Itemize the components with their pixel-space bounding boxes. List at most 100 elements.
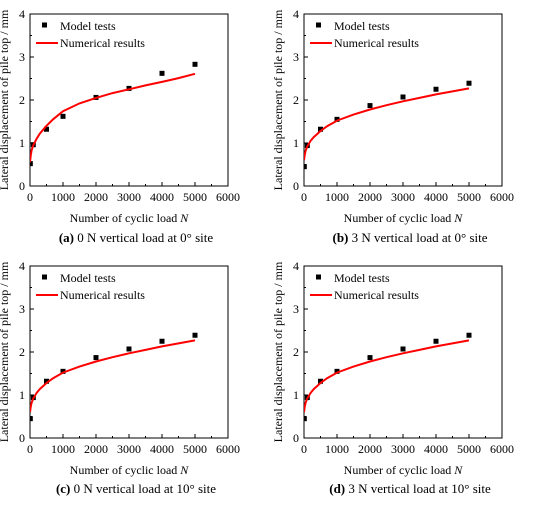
x-tick-label: 0 xyxy=(301,190,307,204)
model-test-point xyxy=(192,332,198,338)
y-tick-label: 0 xyxy=(19,431,25,445)
y-tick-label: 3 xyxy=(19,302,25,316)
model-test-point xyxy=(304,416,307,422)
y-tick-label: 0 xyxy=(19,179,25,193)
y-tick-label: 3 xyxy=(293,50,299,64)
y-tick-label: 4 xyxy=(19,259,25,273)
y-tick-label: 2 xyxy=(19,93,25,107)
model-test-point xyxy=(192,61,198,67)
x-axis-label-variable: N xyxy=(179,463,189,477)
x-axis-label-variable: N xyxy=(179,211,189,225)
chart-panel-2: 0 1000 2000 3000 4000 5000 6000 0 1 2 3 4 Number of … xyxy=(271,7,514,245)
x-tick-label: 4000 xyxy=(150,442,174,456)
panel-caption-letter: (b) xyxy=(332,230,348,245)
model-test-point xyxy=(93,355,99,361)
model-test-point xyxy=(159,338,165,344)
model-test-point xyxy=(304,164,307,170)
x-tick-label: 6000 xyxy=(490,190,514,204)
model-test-point xyxy=(334,116,340,122)
y-tick-label: 3 xyxy=(19,50,25,64)
panel-caption-text: 3 N vertical load at 0° site xyxy=(348,230,487,245)
y-tick-label: 4 xyxy=(19,7,25,21)
numerical-results-line xyxy=(304,339,470,413)
x-axis-label: Number of cyclic load N xyxy=(70,463,190,477)
legend-marker-model-tests xyxy=(316,22,321,28)
panel-caption: (a) 0 N vertical load at 0° site xyxy=(59,230,214,245)
y-tick-label: 4 xyxy=(293,259,299,273)
model-test-point xyxy=(30,416,33,422)
model-test-point xyxy=(466,80,472,86)
y-axis-label: Lateral displacement of pile top / mm xyxy=(271,9,285,190)
model-test-point xyxy=(367,355,373,361)
x-tick-label: 4000 xyxy=(424,190,448,204)
x-tick-label: 0 xyxy=(27,190,33,204)
model-test-point xyxy=(60,368,66,374)
panel-caption: (d) 3 N vertical load at 10° site xyxy=(329,481,491,496)
legend-marker-model-tests xyxy=(42,22,47,28)
chart-panel-4: 0 1000 2000 3000 4000 5000 6000 0 1 2 3 4 Number of … xyxy=(271,259,514,496)
legend-marker-model-tests xyxy=(42,274,47,280)
panel-caption: (b) 3 N vertical load at 0° site xyxy=(332,230,487,245)
x-axis-label-text: Number of cyclic load xyxy=(70,463,181,477)
model-test-point xyxy=(44,126,49,132)
y-tick-label: 3 xyxy=(293,302,299,316)
x-axis-label-variable: N xyxy=(453,211,463,225)
x-axis-label-text: Number of cyclic load xyxy=(70,211,181,225)
y-tick-label: 1 xyxy=(19,136,25,150)
plot-area xyxy=(30,332,198,422)
model-test-point xyxy=(159,70,165,76)
model-test-point xyxy=(400,94,406,100)
x-tick-label: 0 xyxy=(27,442,33,456)
model-test-point xyxy=(466,332,472,338)
legend-label-model-tests: Model tests xyxy=(334,271,390,285)
x-tick-label: 3000 xyxy=(117,190,141,204)
panel-caption-letter: (c) xyxy=(56,481,70,496)
panel-caption-text: 3 N vertical load at 10° site xyxy=(345,481,491,496)
chart-panel-1: 0 1000 2000 3000 4000 5000 6000 0 1 2 3 4 Number of … xyxy=(0,7,240,245)
legend-label-numerical-results: Numerical results xyxy=(60,36,145,50)
plot-area xyxy=(304,332,472,422)
x-tick-label: 3000 xyxy=(391,442,415,456)
numerical-results-line xyxy=(30,339,196,413)
model-test-point xyxy=(334,368,340,374)
model-test-point xyxy=(400,346,406,352)
x-tick-label: 4000 xyxy=(424,442,448,456)
y-axis-label: Lateral displacement of pile top / mm xyxy=(0,9,11,190)
y-tick-label: 2 xyxy=(293,93,299,107)
legend-label-numerical-results: Numerical results xyxy=(334,36,419,50)
legend-label-numerical-results: Numerical results xyxy=(334,288,419,302)
legend-label-numerical-results: Numerical results xyxy=(60,288,145,302)
panel-caption-text: 0 N vertical load at 0° site xyxy=(74,230,213,245)
x-tick-label: 3000 xyxy=(391,190,415,204)
y-tick-label: 1 xyxy=(293,136,299,150)
y-tick-label: 4 xyxy=(293,7,299,21)
x-tick-label: 6000 xyxy=(490,442,514,456)
x-tick-label: 5000 xyxy=(457,190,481,204)
panel-caption-text: 0 N vertical load at 10° site xyxy=(70,481,216,496)
x-tick-label: 2000 xyxy=(358,442,382,456)
x-tick-label: 5000 xyxy=(183,442,207,456)
numerical-results-line xyxy=(304,87,470,161)
x-tick-label: 6000 xyxy=(216,442,240,456)
x-tick-label: 2000 xyxy=(84,190,108,204)
x-tick-label: 1000 xyxy=(325,442,349,456)
y-tick-label: 1 xyxy=(293,388,299,402)
x-axis-label: Number of cyclic load N xyxy=(70,211,190,225)
y-tick-label: 0 xyxy=(293,179,299,193)
x-axis-label: Number of cyclic load N xyxy=(344,211,464,225)
panel-caption-letter: (a) xyxy=(59,230,74,245)
model-test-point xyxy=(433,86,439,92)
x-axis-label-variable: N xyxy=(453,463,463,477)
panel-caption-letter: (d) xyxy=(329,481,345,496)
chart-panel-3: 0 1000 2000 3000 4000 5000 6000 0 1 2 3 4 Number of … xyxy=(0,259,240,496)
model-test-point xyxy=(433,338,439,344)
model-test-point xyxy=(318,126,323,132)
x-tick-label: 4000 xyxy=(150,190,174,204)
x-tick-label: 0 xyxy=(301,442,307,456)
x-tick-label: 6000 xyxy=(216,190,240,204)
x-tick-label: 2000 xyxy=(84,442,108,456)
y-tick-label: 0 xyxy=(293,431,299,445)
x-tick-label: 5000 xyxy=(183,190,207,204)
